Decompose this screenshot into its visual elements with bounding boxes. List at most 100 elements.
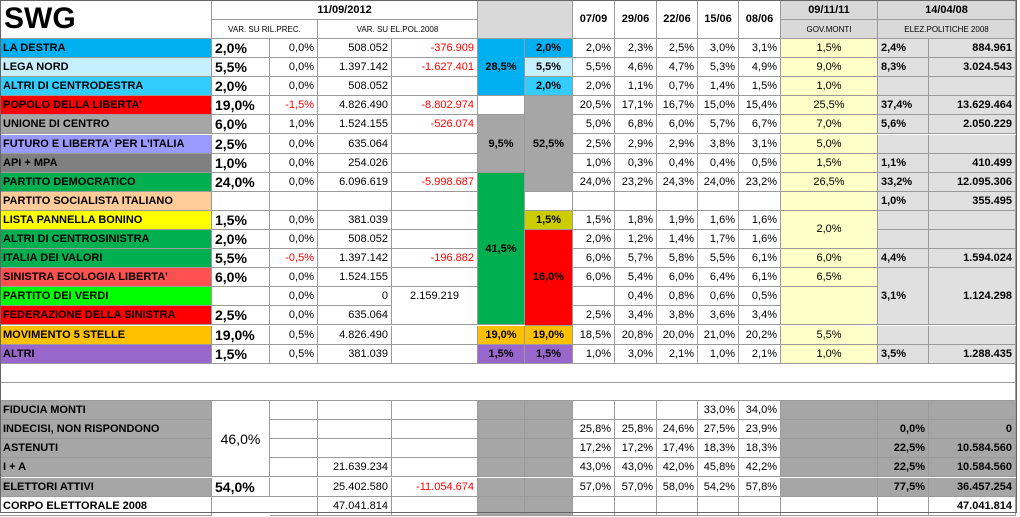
party-history: 5,3% (698, 58, 739, 78)
party-var: -1,5% (270, 96, 318, 116)
summary-gov (781, 439, 878, 459)
party-pct: 6,0% (212, 115, 270, 135)
party-history (573, 191, 615, 211)
party-history: 1,6% (739, 230, 781, 250)
party-var-el (392, 325, 478, 345)
party-var-el (392, 191, 478, 211)
party-var-el (392, 153, 478, 173)
party-el-pct (878, 325, 929, 345)
party-el-pct (878, 210, 929, 230)
party-history: 3,4% (739, 306, 781, 326)
party-history: 0,7% (657, 77, 698, 97)
party-history: 3,8% (657, 306, 698, 326)
party-var: 0,0% (270, 134, 318, 154)
summary-el-pct: 77,5% (878, 477, 929, 497)
summary-name: FIDUCIA MONTI (0, 400, 212, 420)
party-el-pct (878, 77, 929, 97)
summary-history (657, 400, 698, 420)
party-history: 1,2% (615, 230, 657, 250)
summary-var (270, 477, 318, 497)
party-gov: 5,0% (781, 134, 878, 154)
party-history: 6,8% (615, 115, 657, 135)
summary-history (657, 496, 698, 516)
party-history: 1,5% (739, 77, 781, 97)
party-name: ALTRI (0, 344, 212, 364)
party-history: 0,8% (657, 287, 698, 307)
party-var: 0,0% (270, 210, 318, 230)
party-var-el-merged: 2.159.219 (392, 268, 478, 326)
party-history: 23,2% (615, 172, 657, 192)
party-el-votes (929, 77, 1016, 97)
summary-history: 17,4% (657, 439, 698, 459)
party-gov: 1,5% (781, 39, 878, 59)
party-gov: 9,0% (781, 58, 878, 78)
party-el-votes: 1.594.024 (929, 249, 1016, 269)
party-history: 2,9% (657, 134, 698, 154)
summary-coalition-blank (478, 458, 525, 478)
party-el-votes: 2.050.229 (929, 115, 1016, 135)
party-gov: 1,5% (781, 153, 878, 173)
summary-votes (318, 439, 392, 459)
summary-gov (781, 419, 878, 440)
party-history (739, 191, 781, 211)
party-var: 0,0% (270, 172, 318, 192)
summary-var-el (392, 400, 478, 420)
summary-coalition-blank (478, 400, 525, 420)
summary-votes: 25.402.580 (318, 477, 392, 497)
header-coalition-blank (478, 0, 573, 39)
party-history: 1,5% (573, 210, 615, 230)
party-history: 3,0% (615, 344, 657, 364)
party-votes: 1.397.142 (318, 58, 392, 78)
party-gov (781, 191, 878, 211)
party-sub-pct: 1,5% (525, 210, 573, 230)
party-votes: 508.052 (318, 39, 392, 59)
party-history: 1,9% (657, 210, 698, 230)
party-history (573, 287, 615, 307)
summary-var-el (392, 458, 478, 478)
summary-coalition-blank (478, 496, 525, 516)
party-var-el: -1.627.401 (392, 58, 478, 78)
summary-history: 18,3% (698, 439, 739, 459)
summary-history: 24,6% (657, 419, 698, 440)
party-gov: 26,5% (781, 172, 878, 192)
party-el-votes: 355.495 (929, 191, 1016, 211)
summary-el-pct: 22,5% (878, 458, 929, 478)
party-history: 2,5% (573, 306, 615, 326)
party-votes: 0 (318, 287, 392, 307)
summary-history (615, 496, 657, 516)
summary-history: 25,8% (615, 419, 657, 440)
summary-gov (781, 477, 878, 497)
party-pct: 2,0% (212, 230, 270, 250)
party-el-votes (929, 210, 1016, 230)
summary-history: 33,0% (698, 400, 739, 420)
party-history: 1,6% (739, 210, 781, 230)
party-history: 3,1% (739, 134, 781, 154)
party-el-votes: 1.288.435 (929, 344, 1016, 364)
summary-history: 17,2% (573, 439, 615, 459)
summary-history: 54,2% (698, 477, 739, 497)
party-pct: 2,0% (212, 39, 270, 59)
header-history-date: 29/06 (615, 0, 657, 39)
header-history-date: 07/09 (573, 0, 615, 39)
spacer-row (0, 382, 1016, 401)
summary-history: 27,5% (698, 419, 739, 440)
summary-gov (781, 400, 878, 420)
coalition-centrosinistra: 41,5% (478, 172, 525, 326)
summary-history: 17,2% (615, 439, 657, 459)
party-var: 0,5% (270, 344, 318, 364)
coalition-blank (478, 96, 525, 116)
summary-votes: 47.041.814 (318, 496, 392, 516)
party-history: 24,0% (698, 172, 739, 192)
summary-var (270, 400, 318, 420)
header-history-date: 08/06 (739, 0, 781, 39)
summary-el-pct: 22,5% (878, 439, 929, 459)
header-history-date: 22/06 (657, 0, 698, 39)
summary-history: 57,8% (739, 477, 781, 497)
party-history: 2,3% (615, 39, 657, 59)
party-el-pct: 1,1% (878, 153, 929, 173)
party-name: PARTITO SOCIALISTA ITALIANO (0, 191, 212, 211)
party-pct: 2,5% (212, 134, 270, 154)
summary-name: CORPO ELETTORALE 2008 (0, 496, 212, 516)
party-history: 3,8% (698, 134, 739, 154)
party-votes: 381.039 (318, 344, 392, 364)
